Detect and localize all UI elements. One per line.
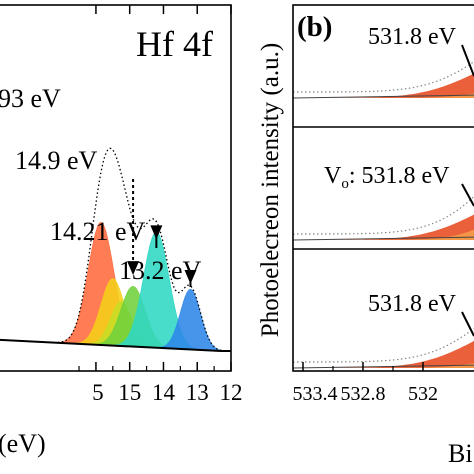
oxygen-component-1 xyxy=(293,73,474,98)
panel-b-ticks xyxy=(302,362,424,371)
x-tick-label: 532 xyxy=(408,383,438,405)
annotation-arrow xyxy=(461,183,474,207)
oxygen-component-2 xyxy=(293,363,474,368)
oxygen-component-2 xyxy=(293,93,474,98)
panel-b-annotation-3: 531.8 eV xyxy=(368,291,457,317)
x-tick-label: 14 xyxy=(152,380,176,405)
panel-b-label: (b) xyxy=(297,11,332,43)
x-tick-label: 533.4 xyxy=(293,383,338,405)
annotation-arrow xyxy=(461,311,474,337)
annotation-arrowhead xyxy=(184,270,197,285)
x-tick-label: 532.8 xyxy=(341,383,386,405)
panel-a-label: Hf 4f xyxy=(136,24,213,64)
panel-b: Photoelecreon intensity (a.u.) (b) 531.8… xyxy=(257,4,474,468)
oxygen-envelope xyxy=(293,60,474,93)
panel-a-arrows xyxy=(127,179,197,287)
annotation-peak-2: 14.9 eV xyxy=(15,146,98,175)
panel-b-annotation-1: 531.8 eV xyxy=(368,24,457,50)
annotation-arrowhead xyxy=(150,225,163,240)
annotation-peak-3: 14.21 eV xyxy=(50,217,146,246)
panel-a-frame xyxy=(0,4,232,372)
oxygen-envelope xyxy=(293,195,474,235)
oxygen-component-1 xyxy=(293,340,474,368)
oxygen-component-1 xyxy=(293,214,474,240)
vacancy-separator: : xyxy=(349,163,356,189)
x-tick-label: 13 xyxy=(186,380,209,405)
panel-a: Hf 4f 93 eV 14.9 eV 14.21 eV 13.2 eV 5 1… xyxy=(0,4,243,458)
x-tick-label: 12 xyxy=(220,380,243,405)
x-tick-label: 5 xyxy=(92,380,104,405)
vacancy-subscript: o xyxy=(341,176,349,192)
panel-b-frame xyxy=(292,4,474,372)
panel-a-background-line xyxy=(0,338,231,352)
vacancy-energy: 531.8 eV xyxy=(362,163,451,189)
annotation-arrowhead xyxy=(127,261,140,276)
oxygen-baseline xyxy=(292,236,474,241)
panel-b-annotation-arrows xyxy=(461,44,474,337)
panel-b-spectra xyxy=(292,60,474,369)
panel-b-x-axis-label: Bi xyxy=(448,439,473,468)
vacancy-symbol: V xyxy=(324,163,342,189)
oxygen-envelope xyxy=(293,327,474,363)
x-tick-label: 15 xyxy=(118,380,141,405)
annotation-arrow xyxy=(461,44,474,77)
oxygen-baseline xyxy=(292,364,474,369)
panel-a-ticks xyxy=(78,5,232,371)
panel-a-x-axis-label: (eV) xyxy=(0,429,46,458)
oxygen-component-2 xyxy=(293,229,474,240)
annotation-peak-1: 93 eV xyxy=(0,84,61,113)
panel-b-annotation-2: Vo: 531.8 eV xyxy=(324,163,450,192)
oxygen-baseline xyxy=(292,94,474,99)
panel-b-y-axis-label: Photoelecreon intensity (a.u.) xyxy=(257,43,284,337)
